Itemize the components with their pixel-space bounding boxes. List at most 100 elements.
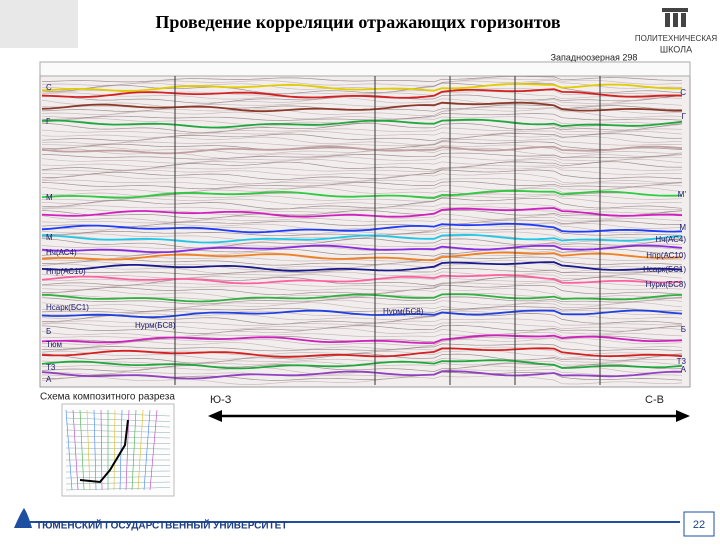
profile-route bbox=[79, 419, 129, 484]
horizon bbox=[41, 347, 683, 358]
reflector bbox=[41, 242, 683, 250]
map-line bbox=[79, 409, 85, 491]
horizon bbox=[41, 293, 683, 303]
map-line bbox=[65, 435, 171, 439]
reflector bbox=[41, 306, 683, 313]
horizon-label: М bbox=[46, 193, 53, 202]
reflector bbox=[41, 78, 683, 87]
reflector bbox=[41, 281, 683, 291]
map-line bbox=[100, 409, 103, 491]
horizon-label: Нч(АС4) bbox=[46, 248, 77, 257]
reflector bbox=[42, 343, 683, 352]
slide-title: Проведение корреляции отражающих горизон… bbox=[155, 12, 560, 32]
horizon-label: А bbox=[46, 375, 52, 384]
page-number: 22 bbox=[693, 519, 705, 531]
reflector bbox=[41, 127, 683, 134]
university-name: ТЮМЕНСКИЙ ГОСУДАРСТВЕННЫЙ УНИВЕРСИТЕТ bbox=[36, 519, 287, 532]
horizon-label: Б bbox=[46, 327, 51, 336]
reflector bbox=[41, 318, 683, 326]
reflector bbox=[41, 130, 683, 138]
horizon bbox=[41, 207, 683, 218]
well-name: Западноозерная 298 bbox=[551, 52, 638, 62]
logo-column bbox=[665, 13, 670, 27]
horizon bbox=[41, 370, 683, 380]
map-line bbox=[65, 481, 171, 485]
map-line bbox=[65, 447, 171, 450]
map-line bbox=[65, 411, 171, 417]
horizon bbox=[41, 101, 682, 113]
horizon bbox=[41, 251, 683, 262]
map-line bbox=[65, 453, 171, 455]
reflector bbox=[41, 165, 683, 173]
horizon-label: М' bbox=[678, 190, 687, 199]
map-line bbox=[137, 409, 144, 491]
scheme-caption: Схема композитного разреза bbox=[40, 392, 175, 403]
map-line bbox=[113, 409, 116, 491]
reflector bbox=[41, 172, 683, 185]
reflector bbox=[41, 338, 683, 350]
reflector bbox=[41, 107, 683, 120]
reflector bbox=[41, 238, 683, 249]
reflector bbox=[41, 203, 683, 211]
reflector bbox=[41, 156, 683, 164]
reflector bbox=[41, 284, 683, 296]
reflector bbox=[41, 350, 683, 360]
reflector bbox=[41, 358, 683, 365]
reflector bbox=[41, 274, 683, 283]
map-line bbox=[131, 409, 137, 491]
map-line bbox=[65, 417, 171, 422]
reflector bbox=[41, 299, 683, 309]
reflector bbox=[41, 152, 683, 160]
reflector bbox=[41, 248, 683, 257]
reflector bbox=[41, 321, 683, 330]
reflector bbox=[41, 197, 683, 210]
direction-label: Ю-З bbox=[210, 394, 232, 406]
horizon-label: Г bbox=[46, 117, 51, 126]
map-line bbox=[65, 476, 171, 479]
horizon bbox=[41, 274, 683, 285]
map-line bbox=[93, 409, 97, 491]
reflector bbox=[41, 222, 683, 235]
reflector bbox=[41, 79, 683, 90]
logo-text: ПОЛИТЕХНИЧЕСКАЯ bbox=[635, 34, 717, 43]
reflector bbox=[41, 363, 683, 372]
reflector bbox=[41, 97, 683, 108]
reflector bbox=[41, 138, 683, 147]
reflector bbox=[41, 116, 683, 125]
logo: ПОЛИТЕХНИЧЕСКАЯ ШКОЛА bbox=[635, 8, 717, 54]
horizon bbox=[41, 118, 683, 129]
map-line bbox=[72, 409, 79, 491]
page-number-box bbox=[683, 511, 715, 537]
horizon bbox=[41, 261, 683, 272]
reflector bbox=[41, 122, 683, 134]
map-line bbox=[65, 409, 73, 491]
map-line bbox=[65, 441, 171, 444]
horizon-label: Нсарк(БС1) bbox=[46, 303, 89, 312]
reflector bbox=[41, 217, 683, 224]
reflector bbox=[41, 193, 683, 202]
horizon bbox=[41, 244, 683, 254]
horizon-label: Нч(АС4) bbox=[655, 235, 686, 244]
horizon-label: Нурм(БС8) bbox=[135, 321, 176, 330]
horizon-labels: C Г М М Нч(АС4) Нпр(АС10) Нсарк(БС1) Нурм(БС8) Б… bbox=[46, 83, 687, 384]
reflector bbox=[41, 75, 683, 83]
horizon bbox=[41, 145, 683, 155]
reflector bbox=[41, 91, 683, 100]
reflector bbox=[41, 82, 683, 95]
reflector bbox=[41, 327, 683, 338]
reflector bbox=[41, 184, 683, 194]
horizon-label: Нпр(АС10) bbox=[46, 267, 86, 276]
horizon bbox=[41, 223, 683, 234]
map-line bbox=[65, 465, 171, 467]
reflector bbox=[41, 181, 683, 190]
reflector bbox=[41, 133, 683, 142]
reflector bbox=[41, 158, 683, 168]
map-line bbox=[65, 429, 171, 433]
reflector bbox=[41, 325, 683, 334]
horizon-label: Г bbox=[682, 112, 687, 121]
well-header bbox=[39, 61, 691, 77]
horizon bbox=[41, 309, 683, 319]
reflector bbox=[41, 336, 683, 347]
map-line bbox=[86, 409, 91, 491]
